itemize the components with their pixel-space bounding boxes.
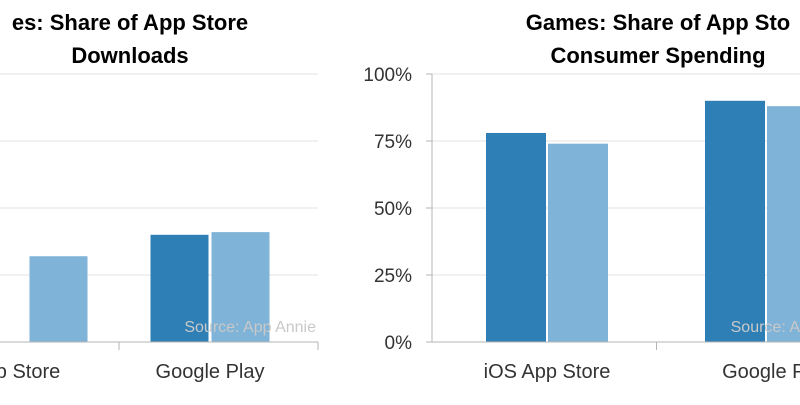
chart-panel-1: es: Share of App Store Downloads p Store Go… xyxy=(0,10,319,383)
x-category-label: Google Play xyxy=(156,361,265,383)
chart-title-line: Downloads xyxy=(71,43,188,68)
x-category-label: p Store xyxy=(0,361,60,383)
y-tick-label: 50% xyxy=(374,199,412,220)
y-tick-label: 100% xyxy=(363,65,412,86)
bar-series2 xyxy=(767,106,800,342)
x-category-label: iOS App Store xyxy=(484,361,611,383)
bar-series1 xyxy=(705,100,765,342)
source-note: Source: A xyxy=(731,319,800,336)
source-note: Source: App Annie xyxy=(184,319,316,336)
y-tick-label: 0% xyxy=(385,333,413,354)
bar-series1 xyxy=(486,132,546,342)
bar-series2 xyxy=(29,256,88,342)
bar-series1 xyxy=(150,234,209,342)
bar-series2 xyxy=(548,143,608,342)
bar-series2 xyxy=(211,232,270,342)
chart-title-line: Consumer Spending xyxy=(550,43,765,68)
x-category-label: Google Pl xyxy=(722,361,800,383)
chart-panel-2: Games: Share of App Sto Consumer Spending… xyxy=(363,10,800,383)
y-tick-label: 25% xyxy=(374,266,412,287)
chart-title-line: es: Share of App Store xyxy=(12,10,248,35)
y-tick-label: 75% xyxy=(374,132,412,153)
chart-title-line: Games: Share of App Sto xyxy=(526,10,790,35)
